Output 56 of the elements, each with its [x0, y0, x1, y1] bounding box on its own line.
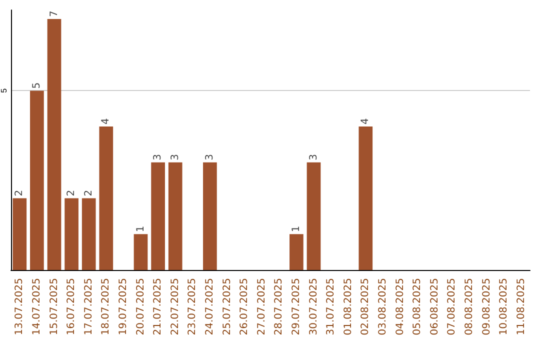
x-tick-label: 27.07.2025	[256, 278, 268, 336]
x-tick-label: 04.08.2025	[394, 278, 406, 336]
x-tick-label: 02.08.2025	[360, 278, 372, 336]
bar	[12, 198, 27, 270]
x-tick-label: 31.07.2025	[326, 278, 337, 336]
data-label: 3	[170, 154, 181, 160]
data-label: 1	[135, 226, 146, 232]
x-tick-label: 01.08.2025	[342, 278, 354, 336]
x-tick-label: 03.08.2025	[377, 278, 388, 336]
bar	[82, 198, 96, 270]
x-tick-label: 06.08.2025	[429, 278, 440, 336]
bar	[358, 126, 373, 270]
x-tick-label: 26.07.2025	[239, 278, 250, 336]
bar	[47, 18, 62, 270]
data-label: 1	[290, 226, 302, 232]
x-tick-label: 25.07.2025	[222, 278, 233, 336]
x-tick-label: 11.08.2025	[516, 278, 527, 336]
bar	[151, 162, 165, 270]
data-label: 2	[14, 190, 26, 196]
x-tick-label: 08.08.2025	[464, 278, 475, 336]
data-label: 2	[83, 190, 94, 196]
bar	[99, 126, 114, 270]
data-label: 3	[152, 154, 164, 160]
bar	[168, 162, 182, 270]
data-label: 4	[100, 118, 112, 125]
x-tick-label: 20.07.2025	[135, 278, 146, 336]
data-label: 2	[66, 190, 78, 196]
x-tick-label: 29.07.2025	[290, 278, 302, 336]
bar	[64, 198, 78, 270]
x-tick-label: 14.07.2025	[31, 278, 42, 336]
x-tick-label: 05.08.2025	[412, 278, 424, 336]
x-tick-label: 21.07.2025	[152, 278, 164, 336]
x-tick-label: 30.07.2025	[308, 278, 320, 336]
x-tick-label: 07.08.2025	[446, 278, 458, 336]
bar	[306, 162, 321, 270]
data-label: 3	[308, 154, 320, 160]
data-label: 4	[360, 118, 372, 125]
bar	[203, 162, 217, 270]
x-tick-label: 23.07.2025	[187, 278, 198, 336]
x-tick-label: 17.07.2025	[83, 278, 94, 336]
x-tick-label: 28.07.2025	[274, 278, 285, 336]
x-tick-label: 24.07.2025	[204, 278, 216, 336]
data-label: 3	[204, 154, 216, 160]
x-tick-label: 09.08.2025	[481, 278, 492, 336]
x-tick-label: 22.07.2025	[170, 278, 181, 336]
x-tick-label: 16.07.2025	[66, 278, 78, 336]
bar	[30, 90, 44, 270]
bar	[290, 234, 304, 270]
x-tick-label: 19.07.2025	[118, 278, 129, 336]
bar	[134, 234, 148, 270]
data-label: 5	[31, 82, 42, 89]
x-tick-label: 10.08.2025	[498, 278, 510, 336]
data-label: 7	[48, 10, 60, 17]
x-tick-label: 13.07.2025	[14, 278, 26, 336]
x-tick-label: 15.07.2025	[48, 278, 60, 336]
x-tick-label: 18.07.2025	[100, 278, 112, 336]
